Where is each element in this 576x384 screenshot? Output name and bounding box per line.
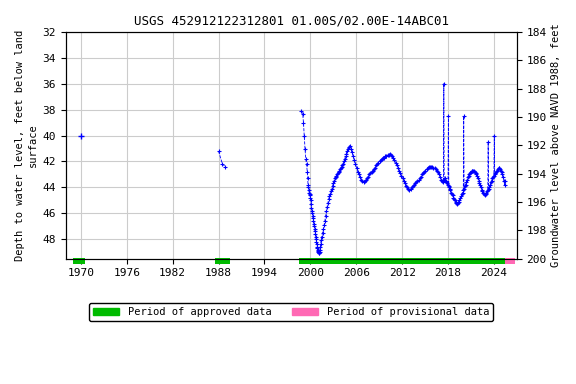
Y-axis label: Depth to water level, feet below land
surface: Depth to water level, feet below land su… — [15, 30, 38, 261]
Y-axis label: Groundwater level above NAVD 1988, feet: Groundwater level above NAVD 1988, feet — [551, 23, 561, 267]
Title: USGS 452912122312801 01.00S/02.00E-14ABC01: USGS 452912122312801 01.00S/02.00E-14ABC… — [134, 15, 449, 28]
Legend: Period of approved data, Period of provisional data: Period of approved data, Period of provi… — [89, 303, 493, 321]
